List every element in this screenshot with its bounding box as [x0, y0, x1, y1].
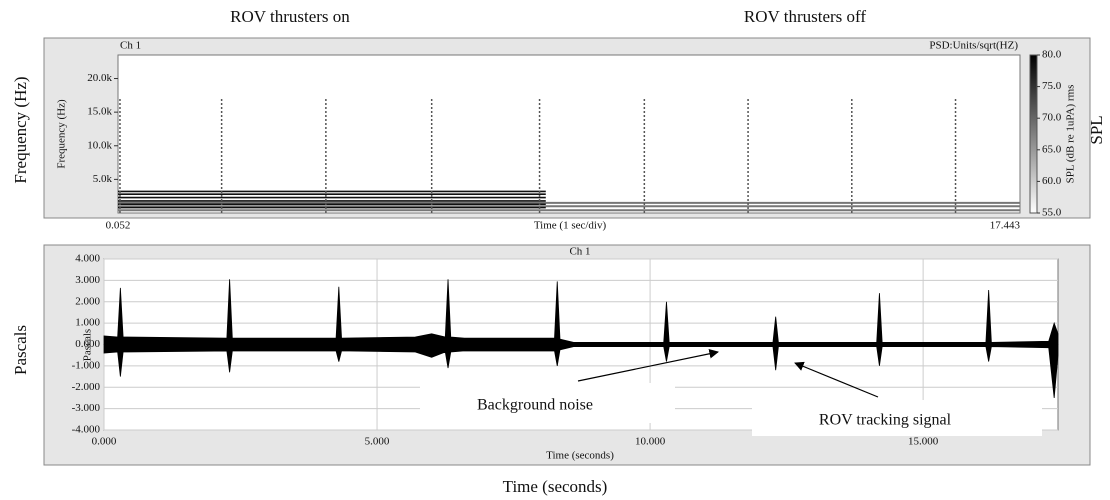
outer-ylabel: Pascals: [11, 325, 30, 375]
top-right-label: ROV thrusters off: [744, 7, 866, 26]
colorbar-tick-label: 80.0: [1042, 49, 1062, 61]
y-tick-label: 0.000: [75, 338, 100, 350]
colorbar-label: SPL (dB re 1uPA) rms: [1065, 85, 1077, 184]
y-tick-label: -2.000: [72, 381, 101, 393]
chart-title: Ch 1: [120, 40, 141, 52]
outer-xlabel: Time (seconds): [503, 477, 608, 496]
x-tick-label: 17.443: [990, 220, 1021, 232]
colorbar-tick-label: 60.0: [1042, 175, 1062, 187]
colorbar-tick-label: 70.0: [1042, 112, 1062, 124]
annotation: ROV tracking signal: [819, 412, 952, 429]
y-tick-label: 20.0k: [87, 72, 112, 84]
y-tick-label: 15.0k: [87, 106, 112, 118]
top-left-label: ROV thrusters on: [230, 7, 350, 26]
arrow: [577, 349, 719, 382]
colorbar-tick-label: 55.0: [1042, 207, 1062, 219]
x-tick-label: 10.000: [635, 436, 666, 448]
waveform-area: [103, 344, 1059, 398]
y-tick-label: 1.000: [75, 317, 100, 329]
chart-title: Ch 1: [569, 246, 590, 258]
y-tick-label: 2.000: [75, 295, 100, 307]
colorbar-tick-label: 65.0: [1042, 143, 1062, 155]
annotation-bg: [752, 400, 1042, 436]
outer-ylabel: Frequency (Hz): [11, 76, 30, 183]
ylabel: Frequency (Hz): [56, 99, 68, 169]
x-tick-label: 15.000: [908, 436, 939, 448]
x-tick-label: 0.000: [92, 436, 117, 448]
waveform-area: [103, 279, 1059, 345]
y-tick-label: 4.000: [75, 253, 100, 265]
y-tick-label: -4.000: [72, 424, 101, 436]
xlabel: Time (seconds): [546, 450, 614, 462]
y-tick-label: 3.000: [75, 274, 100, 286]
spectrogram-area: [117, 54, 1021, 214]
annotation-bg: [420, 383, 675, 423]
unit-label: PSD:Units/sqrt(HZ): [929, 40, 1018, 52]
arrow: [794, 361, 879, 398]
y-tick-label: -1.000: [72, 359, 101, 371]
y-tick-label: 10.0k: [87, 139, 112, 151]
annotation: Background noise: [477, 397, 593, 414]
colorbar-tick-label: 75.0: [1042, 80, 1062, 92]
y-tick-label: 5.0k: [93, 173, 113, 185]
x-tick-label: 0.052: [106, 220, 131, 232]
outer-zlabel: SPL: [1087, 115, 1106, 144]
xlabel: Time (1 sec/div): [534, 220, 607, 232]
colorbar: [1029, 54, 1038, 214]
ylabel: Pascals: [82, 329, 94, 361]
y-tick-label: -3.000: [72, 402, 101, 414]
x-tick-label: 5.000: [365, 436, 390, 448]
